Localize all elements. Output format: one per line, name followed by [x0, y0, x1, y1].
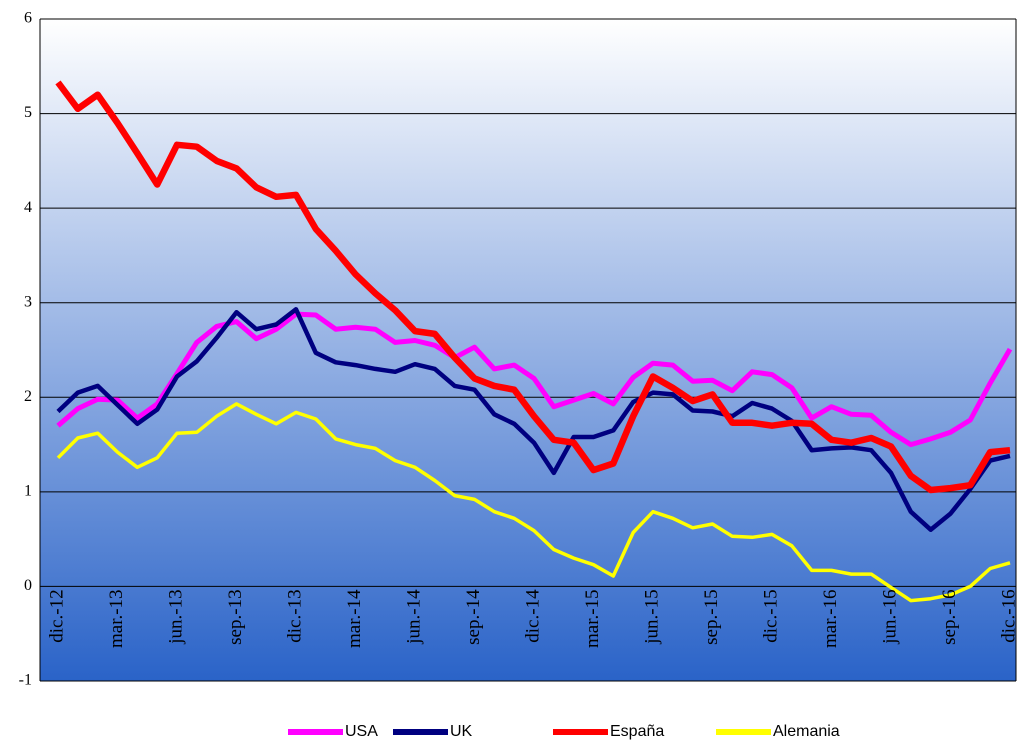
y-tick-label: 6: [24, 10, 32, 27]
series-line: [55, 80, 1011, 494]
series-line: [56, 311, 1013, 448]
x-tick-label: dic.-14: [522, 589, 543, 643]
legend-label: UK: [450, 723, 473, 740]
legend-label: España: [610, 723, 664, 740]
y-tick-label: 5: [24, 104, 32, 121]
y-tick-label: 4: [24, 199, 32, 216]
x-tick-label: dic.-15: [760, 589, 781, 642]
x-tick-label: mar.-13: [106, 589, 127, 648]
series-line: [56, 402, 1011, 603]
legend-label: USA: [345, 723, 378, 740]
y-tick-label: -1: [19, 672, 32, 689]
x-tick-label: mar.-14: [344, 589, 365, 648]
x-tick-label: sep.-16: [939, 589, 960, 644]
x-tick-label: mar.-15: [582, 589, 603, 648]
x-tick-label: jun.-13: [165, 589, 186, 644]
x-tick-label: jun.-16: [879, 589, 900, 644]
x-tick-label: sep.-15: [701, 589, 722, 644]
x-tick-label: mar.-16: [820, 589, 841, 648]
x-tick-label: dic.-13: [284, 589, 305, 642]
x-tick-label: jun.-14: [403, 589, 424, 645]
y-tick-label: 2: [24, 388, 32, 405]
plot-area: [40, 19, 1016, 681]
x-tick-label: dic.-12: [46, 589, 67, 642]
x-tick-label: dic.-16: [998, 589, 1019, 642]
legend-label: Alemania: [773, 723, 840, 740]
x-tick-label: jun.-15: [641, 589, 662, 644]
x-tick-label: sep.-14: [463, 589, 484, 645]
series-line: [56, 307, 1011, 532]
y-tick-label: 3: [24, 293, 32, 310]
y-tick-label: 1: [24, 483, 32, 500]
x-tick-label: sep.-13: [225, 589, 246, 644]
y-tick-label: 0: [24, 577, 32, 594]
